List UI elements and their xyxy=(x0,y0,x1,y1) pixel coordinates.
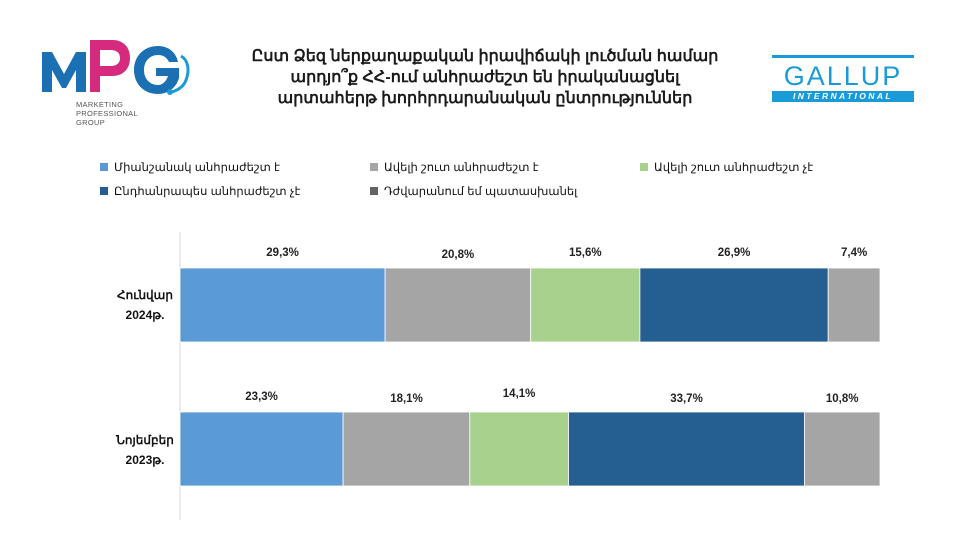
bar-segment-1-2 xyxy=(384,267,532,343)
legend-swatch xyxy=(370,163,378,171)
category-label-2-line-2: 2023թ. xyxy=(125,453,165,467)
title-line-3: արտահերթ խորհրդարանական ընտրություններ xyxy=(277,90,693,107)
bar-segment-1-1 xyxy=(179,267,386,343)
bar-segment-2-4 xyxy=(568,411,805,487)
title-line-2: արդյո՞ք ՀՀ-ում անհրաժեշտ են իրականացնել xyxy=(290,69,680,86)
legend-label: Ընդհանրապես անհրաժեշտ չէ xyxy=(114,186,301,198)
legend-swatch xyxy=(100,187,108,195)
data-label-2-4: 33,7% xyxy=(670,393,703,405)
mpg-logo-mark xyxy=(42,40,190,95)
bar-segment-2-5 xyxy=(804,411,881,487)
category-label-1-line-1: Հունվար xyxy=(117,288,173,302)
title-line-1: Ըստ Ձեզ ներքաղաքական իրավիճակի լուծման հ… xyxy=(251,48,719,65)
mpg-logo-subtitle: MARKETING PROFESSIONAL GROUP xyxy=(76,100,138,127)
legend-swatch xyxy=(100,163,108,171)
data-label-2-5: 10,8% xyxy=(826,393,859,405)
data-label-1-3: 15,6% xyxy=(569,247,602,259)
chart-legend: Միանշանակ անհրաժեշտ է Ավելի շուտ անհրաժեշ… xyxy=(100,160,900,208)
data-label-2-1: 23,3% xyxy=(245,391,278,403)
mpg-logo xyxy=(42,40,190,95)
category-label-1: Հունվար 2024թ. xyxy=(95,285,195,325)
gallup-logo-word: GALLUP xyxy=(783,61,903,91)
legend-swatch xyxy=(370,187,378,195)
chart-title: Ըստ Ձեզ ներքաղաքական իրավիճակի լուծման հ… xyxy=(240,46,730,109)
category-label-2-line-1: Նոյեմբեր xyxy=(116,433,174,447)
data-label-1-2: 20,8% xyxy=(442,249,475,261)
category-label-2: Նոյեմբեր 2023թ. xyxy=(95,430,195,470)
legend-swatch xyxy=(640,163,648,171)
bar-segment-1-4 xyxy=(639,267,829,343)
legend-label: Դժվարանում եմ պատասխանել xyxy=(384,186,578,198)
data-label-2-2: 18,1% xyxy=(390,393,423,405)
data-label-1-5: 7,4% xyxy=(841,247,867,259)
data-label-1-1: 29,3% xyxy=(266,247,299,259)
legend-item-5: Դժվարանում եմ պատասխանել xyxy=(370,184,577,198)
bar-segment-2-2 xyxy=(342,411,471,487)
gallup-logo-rule xyxy=(772,55,914,58)
gallup-logo-bar: INTERNATIONAL xyxy=(772,91,914,102)
legend-item-3: Ավելի շուտ անհրաժեշտ չէ xyxy=(640,160,813,174)
legend-item-1: Միանշանակ անհրաժեշտ է xyxy=(100,160,280,174)
bar-segment-2-1 xyxy=(179,411,344,487)
bar-segment-2-3 xyxy=(469,411,569,487)
data-label-2-3: 14,1% xyxy=(503,388,536,400)
legend-label: Ավելի շուտ անհրաժեշտ է xyxy=(384,162,539,174)
bar-segment-1-5 xyxy=(827,267,881,343)
legend-label: Ավելի շուտ անհրաժեշտ չէ xyxy=(654,162,814,174)
bar-segment-1-3 xyxy=(530,267,641,343)
legend-item-2: Ավելի շուտ անհրաժեշտ է xyxy=(370,160,539,174)
category-label-1-line-2: 2024թ. xyxy=(125,308,165,322)
gallup-logo: GALLUP INTERNATIONAL xyxy=(772,55,914,105)
legend-label: Միանշանակ անհրաժեշտ է xyxy=(114,162,280,174)
legend-item-4: Ընդհանրապես անհրաժեշտ չէ xyxy=(100,184,300,198)
data-label-1-4: 26,9% xyxy=(718,247,751,259)
